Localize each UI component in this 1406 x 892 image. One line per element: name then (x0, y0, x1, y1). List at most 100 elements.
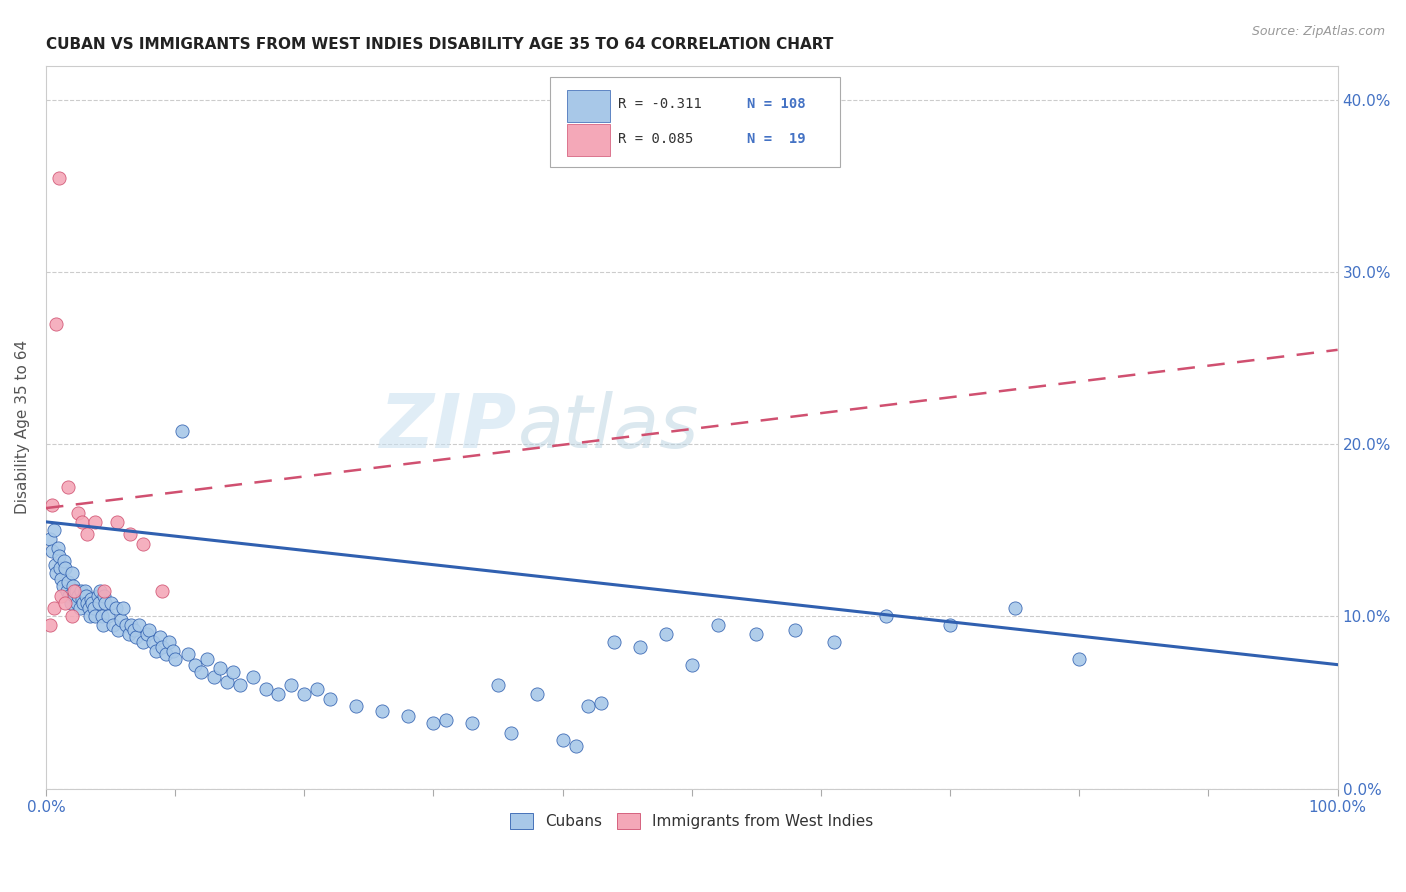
Text: R = -0.311: R = -0.311 (619, 97, 702, 112)
Point (228, 678, 250, 692)
Point (45, 566, 67, 581)
Point (70, 592, 93, 607)
Point (70, 583, 93, 598)
Point (117, 626, 139, 640)
Point (209, 661, 232, 675)
Point (371, 704, 394, 718)
Point (434, 713, 457, 727)
Point (38, 532, 60, 546)
Point (132, 537, 155, 551)
Point (319, 692, 342, 706)
Point (53, 554, 76, 568)
Point (628, 640, 651, 655)
Point (91, 618, 114, 632)
Point (60, 609, 83, 624)
Point (59, 596, 82, 610)
Point (38, 618, 60, 632)
Point (51, 589, 73, 603)
Point (396, 709, 419, 723)
Point (76, 527, 98, 541)
Point (49, 561, 72, 575)
Point (56, 575, 79, 590)
Point (93, 589, 115, 603)
Point (202, 670, 225, 684)
Point (53, 561, 76, 575)
Point (165, 652, 187, 666)
Point (280, 678, 302, 692)
Point (177, 648, 200, 662)
Point (48, 549, 70, 564)
Point (745, 626, 768, 640)
FancyBboxPatch shape (567, 125, 610, 156)
Point (138, 624, 160, 638)
Point (51, 572, 73, 586)
Point (86, 589, 108, 603)
Point (107, 624, 129, 638)
Point (344, 698, 367, 713)
Point (46, 541, 69, 555)
Point (84, 609, 107, 624)
Point (66, 596, 89, 610)
FancyBboxPatch shape (567, 90, 610, 121)
Point (55, 583, 77, 598)
Point (461, 716, 484, 731)
Point (150, 640, 173, 655)
Point (706, 618, 728, 632)
Point (60, 566, 83, 581)
Point (105, 515, 128, 529)
Point (110, 613, 132, 627)
Point (122, 624, 145, 638)
Point (681, 657, 703, 672)
Point (551, 733, 574, 747)
Point (75, 589, 97, 603)
Point (100, 596, 122, 610)
Point (128, 618, 150, 632)
Point (242, 670, 264, 684)
Point (101, 618, 124, 632)
Point (120, 618, 142, 632)
Point (52, 578, 75, 592)
Point (785, 624, 807, 638)
Point (83, 600, 105, 615)
Point (56, 480, 79, 494)
Point (1004, 600, 1026, 615)
Text: CUBAN VS IMMIGRANTS FROM WEST INDIES DISABILITY AGE 35 TO 64 CORRELATION CHART: CUBAN VS IMMIGRANTS FROM WEST INDIES DIS… (46, 37, 834, 53)
Text: atlas: atlas (517, 392, 699, 463)
Point (655, 626, 678, 640)
Point (112, 600, 135, 615)
Point (155, 648, 177, 662)
Point (42, 524, 65, 538)
Point (41, 498, 63, 512)
Point (170, 424, 193, 438)
Point (132, 635, 155, 649)
Point (197, 652, 219, 666)
Point (135, 626, 157, 640)
Point (89, 583, 111, 598)
Point (87, 596, 110, 610)
Point (42, 600, 65, 615)
Point (79, 609, 101, 624)
Point (97, 609, 120, 624)
Text: Source: ZipAtlas.com: Source: ZipAtlas.com (1251, 25, 1385, 38)
Point (422, 716, 444, 731)
Point (939, 618, 962, 632)
Point (875, 609, 897, 624)
Point (125, 630, 148, 644)
Y-axis label: Disability Age 35 to 64: Disability Age 35 to 64 (15, 340, 30, 515)
Legend: Cubans, Immigrants from West Indies: Cubans, Immigrants from West Indies (503, 807, 880, 835)
Point (63, 583, 86, 598)
Point (67, 506, 90, 520)
Point (62, 578, 84, 592)
Point (162, 644, 184, 658)
Point (76, 596, 98, 610)
Point (118, 527, 141, 541)
Point (48, 170, 70, 185)
Point (254, 681, 277, 696)
Point (93, 583, 115, 598)
Point (564, 739, 586, 753)
Point (70, 515, 93, 529)
Point (104, 600, 127, 615)
Point (77, 600, 100, 615)
Point (149, 630, 172, 644)
FancyBboxPatch shape (550, 77, 841, 167)
